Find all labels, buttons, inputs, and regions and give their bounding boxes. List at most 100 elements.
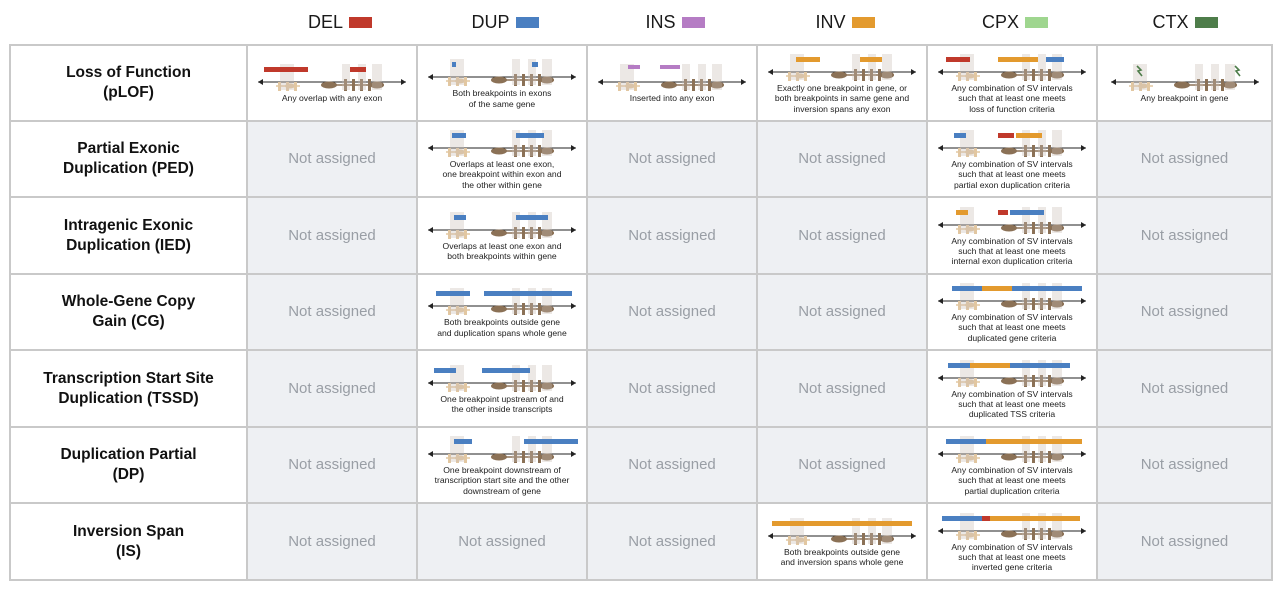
- legend-item-ins: INS: [590, 10, 760, 34]
- not-assigned-cell: Not assigned: [586, 196, 758, 275]
- not-assigned-label: Not assigned: [628, 226, 716, 244]
- not-assigned-label: Not assigned: [288, 303, 376, 320]
- criteria-cell-content: Any combination of SV intervals such tha…: [928, 358, 1096, 420]
- legend-swatch: [851, 17, 875, 28]
- row-header-label: Intragenic Exonic Duplication (IED): [63, 216, 194, 254]
- legend-swatch: [681, 17, 705, 28]
- criteria-cell-content: One breakpoint upstream of and the other…: [418, 363, 586, 415]
- sv-gene-diagram: [938, 206, 1086, 234]
- criteria-caption: Overlaps at least one exon, one breakpoi…: [442, 159, 562, 190]
- criteria-caption: Inserted into any exon: [629, 93, 715, 104]
- legend-item-del: DEL: [255, 10, 425, 34]
- not-assigned-label: Not assigned: [798, 226, 886, 244]
- sv-gene-diagram: [938, 283, 1086, 311]
- criteria-cell-inv: Both breakpoints outside gene and invers…: [756, 502, 928, 581]
- criteria-caption: Any breakpoint in gene: [1140, 93, 1229, 104]
- not-assigned-cell: Not assigned: [416, 502, 588, 581]
- criteria-cell-content: Any overlap with any exon: [248, 62, 416, 103]
- row-header-label: Whole-Gene Copy Gain (CG): [61, 293, 196, 330]
- sv-gene-diagram: [938, 130, 1086, 158]
- row-header-label: Loss of Function (pLOF): [66, 64, 191, 101]
- row-header-label: Duplication Partial (DP): [60, 446, 197, 483]
- criteria-cell-content: Any combination of SV intervals such tha…: [928, 52, 1096, 114]
- criteria-caption: Any combination of SV intervals such tha…: [951, 541, 1073, 573]
- row-header: Inversion Span (IS): [9, 502, 248, 581]
- criteria-cell-content: Any combination of SV intervals such tha…: [928, 511, 1096, 573]
- legend-label: DUP: [471, 11, 510, 32]
- sv-gene-diagram: [768, 54, 916, 82]
- not-assigned-cell: Not assigned: [1096, 120, 1273, 198]
- not-assigned-cell: Not assigned: [586, 349, 758, 428]
- sv-type-legend: DEL DUP INS INV CPX CTX: [0, 0, 1281, 44]
- criteria-cell-dup: Both breakpoints in exons of the same ge…: [416, 44, 588, 122]
- legend-swatch: [1025, 17, 1048, 28]
- row-header-label: Partial Exonic Duplication (PED): [63, 140, 194, 177]
- sv-gene-diagram: [428, 436, 578, 464]
- not-assigned-label: Not assigned: [288, 379, 376, 397]
- not-assigned-label: Not assigned: [798, 379, 886, 397]
- legend-label: INS: [645, 11, 676, 32]
- criteria-cell-content: Any combination of SV intervals such tha…: [928, 205, 1096, 267]
- criteria-caption: Any combination of SV intervals such tha…: [951, 388, 1073, 420]
- criteria-cell-content: Overlaps at least one exon, one breakpoi…: [418, 128, 586, 190]
- not-assigned-label: Not assigned: [458, 532, 546, 550]
- not-assigned-cell: Not assigned: [756, 273, 928, 351]
- not-assigned-cell: Not assigned: [756, 426, 928, 504]
- table-row: Partial Exonic Duplication (PED) Not assi…: [9, 120, 1273, 198]
- sv-gene-diagram: [428, 364, 576, 392]
- criteria-caption: Any combination of SV intervals such tha…: [951, 465, 1073, 496]
- sv-gene-diagram: [428, 211, 576, 239]
- table-row: Intragenic Exonic Duplication (IED) Not a…: [9, 196, 1273, 275]
- criteria-caption: Exactly one breakpoint in gene, or both …: [774, 83, 910, 114]
- criteria-caption: Overlaps at least one exon and both brea…: [442, 240, 562, 261]
- criteria-cell-content: Any combination of SV intervals such tha…: [928, 128, 1096, 190]
- not-assigned-label: Not assigned: [1140, 456, 1229, 473]
- table-row: Inversion Span (IS) Not assigned Not assig…: [9, 502, 1273, 581]
- criteria-cell-content: Overlaps at least one exon and both brea…: [418, 210, 586, 262]
- criteria-cell-cpx: Any combination of SV intervals such tha…: [926, 120, 1098, 198]
- not-assigned-cell: Not assigned: [246, 349, 418, 428]
- criteria-cell-content: Any combination of SV intervals such tha…: [928, 434, 1096, 496]
- not-assigned-label: Not assigned: [1140, 532, 1229, 550]
- not-assigned-label: Not assigned: [1140, 150, 1229, 167]
- criteria-cell-cpx: Any combination of SV intervals such tha…: [926, 44, 1098, 122]
- criteria-cell-content: Any combination of SV intervals such tha…: [928, 281, 1096, 343]
- criteria-cell-dup: Overlaps at least one exon and both brea…: [416, 196, 588, 275]
- legend-label: INV: [815, 11, 846, 32]
- criteria-caption: Both breakpoints outside gene and invers…: [780, 546, 904, 567]
- criteria-caption: Any combination of SV intervals such tha…: [951, 159, 1073, 190]
- not-assigned-label: Not assigned: [798, 456, 886, 473]
- legend-swatch: [1194, 17, 1218, 28]
- not-assigned-label: Not assigned: [288, 456, 376, 473]
- legend-item-cpx: CPX: [930, 10, 1100, 34]
- not-assigned-cell: Not assigned: [756, 196, 928, 275]
- not-assigned-label: Not assigned: [628, 532, 716, 550]
- sv-gene-diagram: [938, 436, 1086, 464]
- criteria-cell-ins: Inserted into any exon: [586, 44, 758, 122]
- row-header: Duplication Partial (DP): [9, 426, 248, 504]
- not-assigned-cell: Not assigned: [1096, 502, 1273, 581]
- criteria-cell-content: Exactly one breakpoint in gene, or both …: [758, 52, 926, 114]
- criteria-caption: Both breakpoints outside gene and duplic…: [437, 317, 567, 338]
- not-assigned-label: Not assigned: [798, 303, 886, 320]
- row-header-label: Transcription Start Site Duplication (TS…: [43, 369, 214, 407]
- sv-gene-diagram: [258, 64, 406, 92]
- sv-gene-diagram: [938, 359, 1086, 387]
- sv-gene-diagram: [1110, 64, 1259, 92]
- not-assigned-label: Not assigned: [628, 456, 716, 473]
- criteria-cell-cpx: Any combination of SV intervals such tha…: [926, 273, 1098, 351]
- criteria-cell-inv: Exactly one breakpoint in gene, or both …: [756, 44, 928, 122]
- not-assigned-label: Not assigned: [628, 150, 716, 167]
- criteria-cell-cpx: Any combination of SV intervals such tha…: [926, 426, 1098, 504]
- not-assigned-label: Not assigned: [288, 532, 376, 550]
- row-header: Intragenic Exonic Duplication (IED): [9, 196, 248, 275]
- not-assigned-label: Not assigned: [288, 150, 376, 167]
- criteria-caption: Any overlap with any exon: [281, 93, 383, 104]
- criteria-cell-content: Inserted into any exon: [588, 62, 756, 103]
- criteria-cell-dup: Both breakpoints outside gene and duplic…: [416, 273, 588, 351]
- row-header: Partial Exonic Duplication (PED): [9, 120, 248, 198]
- row-header: Whole-Gene Copy Gain (CG): [9, 273, 248, 351]
- not-assigned-label: Not assigned: [628, 303, 716, 320]
- not-assigned-cell: Not assigned: [1096, 273, 1273, 351]
- not-assigned-cell: Not assigned: [586, 426, 758, 504]
